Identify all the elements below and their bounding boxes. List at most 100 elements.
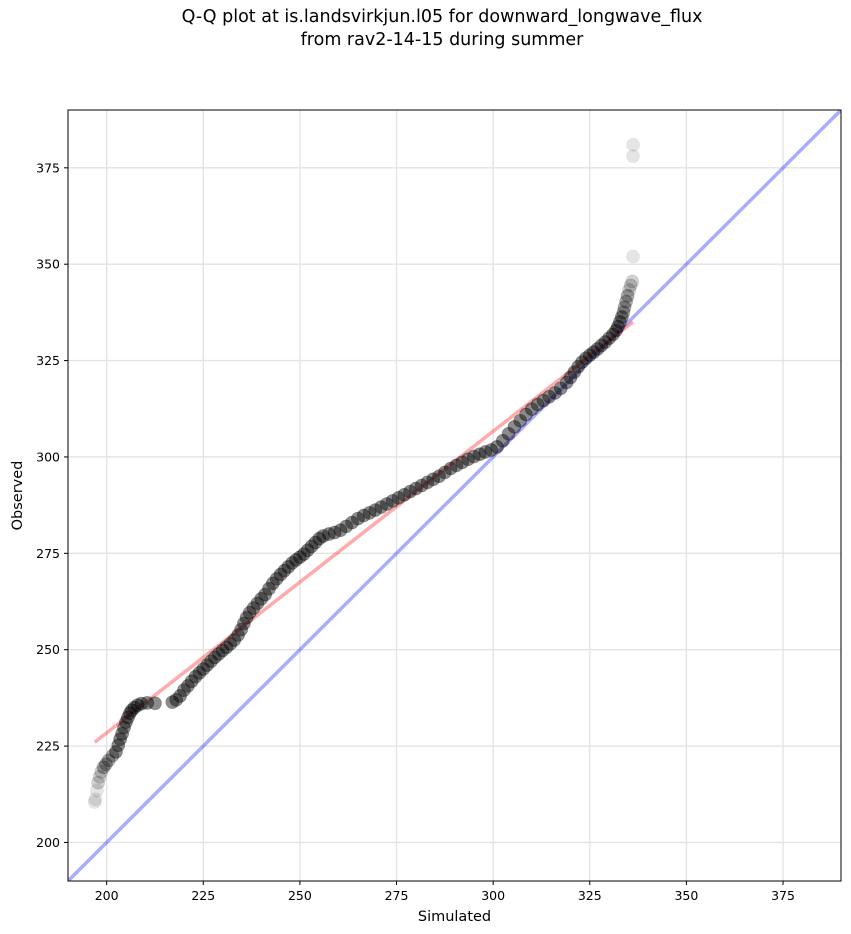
quantile-point [173,689,187,703]
quantile-point [262,581,276,596]
quantile-point [501,426,516,441]
quantile-point [626,249,640,264]
quantile-point [472,447,487,462]
chart-subtitle: from rav2-14-15 during summer [300,30,584,50]
quantile-point [586,345,601,359]
quantile-point [345,515,359,530]
quantile-point [614,310,629,324]
quantile-point [590,342,605,356]
quantile-point [281,559,296,574]
quantile-point [234,622,249,637]
quantile-point [609,323,623,338]
quantile-point [455,455,470,470]
quantile-point [215,643,230,658]
x-tick-label: 300 [481,888,505,903]
quantile-point [94,765,109,779]
quantile-point [134,696,149,711]
quantile-point [350,511,365,526]
quantile-point [321,527,336,541]
quantile-point [563,370,578,385]
y-tick-label: 350 [36,257,60,272]
quantile-point [594,338,609,353]
quantile-point [443,461,458,476]
quantile-point [385,493,400,508]
quantile-point [602,331,616,346]
quantile-point [548,386,562,400]
quantile-point [236,616,251,631]
quantile-point [119,715,133,730]
quantile-point [140,695,155,710]
quantile-point [513,413,528,428]
quantile-point [368,503,383,518]
quantile-point [242,605,257,620]
quantile-point [177,683,191,698]
quantile-point [507,419,522,434]
quantile-point [339,519,354,534]
quantile-point [606,327,620,342]
quantile-point [617,300,632,315]
quantile-point [207,650,222,665]
quantile-point [204,654,218,669]
quantile-point [292,550,307,565]
quantile-point [626,149,640,164]
quantile-point [87,795,102,809]
quantile-point [490,440,504,454]
quantile-point [308,535,323,550]
quantile-point [623,278,638,293]
x-tick-label: 275 [385,888,409,903]
quantile-point [227,633,242,647]
y-axis-label: Observed [10,461,26,531]
y-tick-label: 200 [36,835,60,850]
quantile-point [530,397,545,412]
quantile-point [333,523,348,538]
quantile-point [101,753,116,768]
quantile-point [122,706,137,721]
quantile-point [524,402,539,417]
quantile-point [250,596,265,611]
quantile-point [304,539,319,554]
reference-lines [68,110,841,881]
y-tick-label: 300 [36,449,60,464]
quantile-point [626,137,640,152]
quantile-points [87,137,640,809]
x-tick-label: 250 [288,888,312,903]
quantile-point [91,775,106,790]
quantile-point [196,662,211,676]
quantile-point [316,529,330,543]
quantile-point [165,695,180,710]
grid-lines [68,110,841,881]
quantile-point [88,792,103,807]
quantile-point [575,355,589,370]
quantile-point [571,359,586,374]
quantile-point [414,478,429,493]
quantile-point [559,375,574,390]
quantile-point [211,647,226,661]
chart-title-block: Q-Q plot at is.landsvirkjun.l05 for down… [0,6,851,52]
axis-ticks: 200 225 250 275 300 325 350 375 200 225 250 275 300 3… [36,160,795,903]
quantile-point [96,760,111,775]
quantile-point [437,465,452,480]
quantile-point [289,552,303,567]
quantile-point [269,571,284,586]
quantile-point [239,610,254,625]
quantile-point [567,365,582,380]
quantile-point [192,665,207,680]
y-tick-label: 225 [36,739,60,754]
plot-background [68,110,841,881]
quantile-point [622,283,637,297]
quantile-point [403,484,417,499]
quantile-point [200,658,215,673]
quantile-point [285,556,300,570]
x-axis-label: Simulated [418,909,491,925]
quantile-point [374,500,388,514]
x-tick-label: 350 [674,888,698,903]
quantile-point [273,567,288,582]
quantile-point [115,726,130,741]
quantile-point [379,497,394,511]
quantile-point [231,628,245,642]
quantile-point [625,274,640,289]
plot-frame [67,109,842,882]
fit-line [93,320,635,744]
y-tick-label: 325 [36,353,60,368]
quantile-point [113,732,128,747]
